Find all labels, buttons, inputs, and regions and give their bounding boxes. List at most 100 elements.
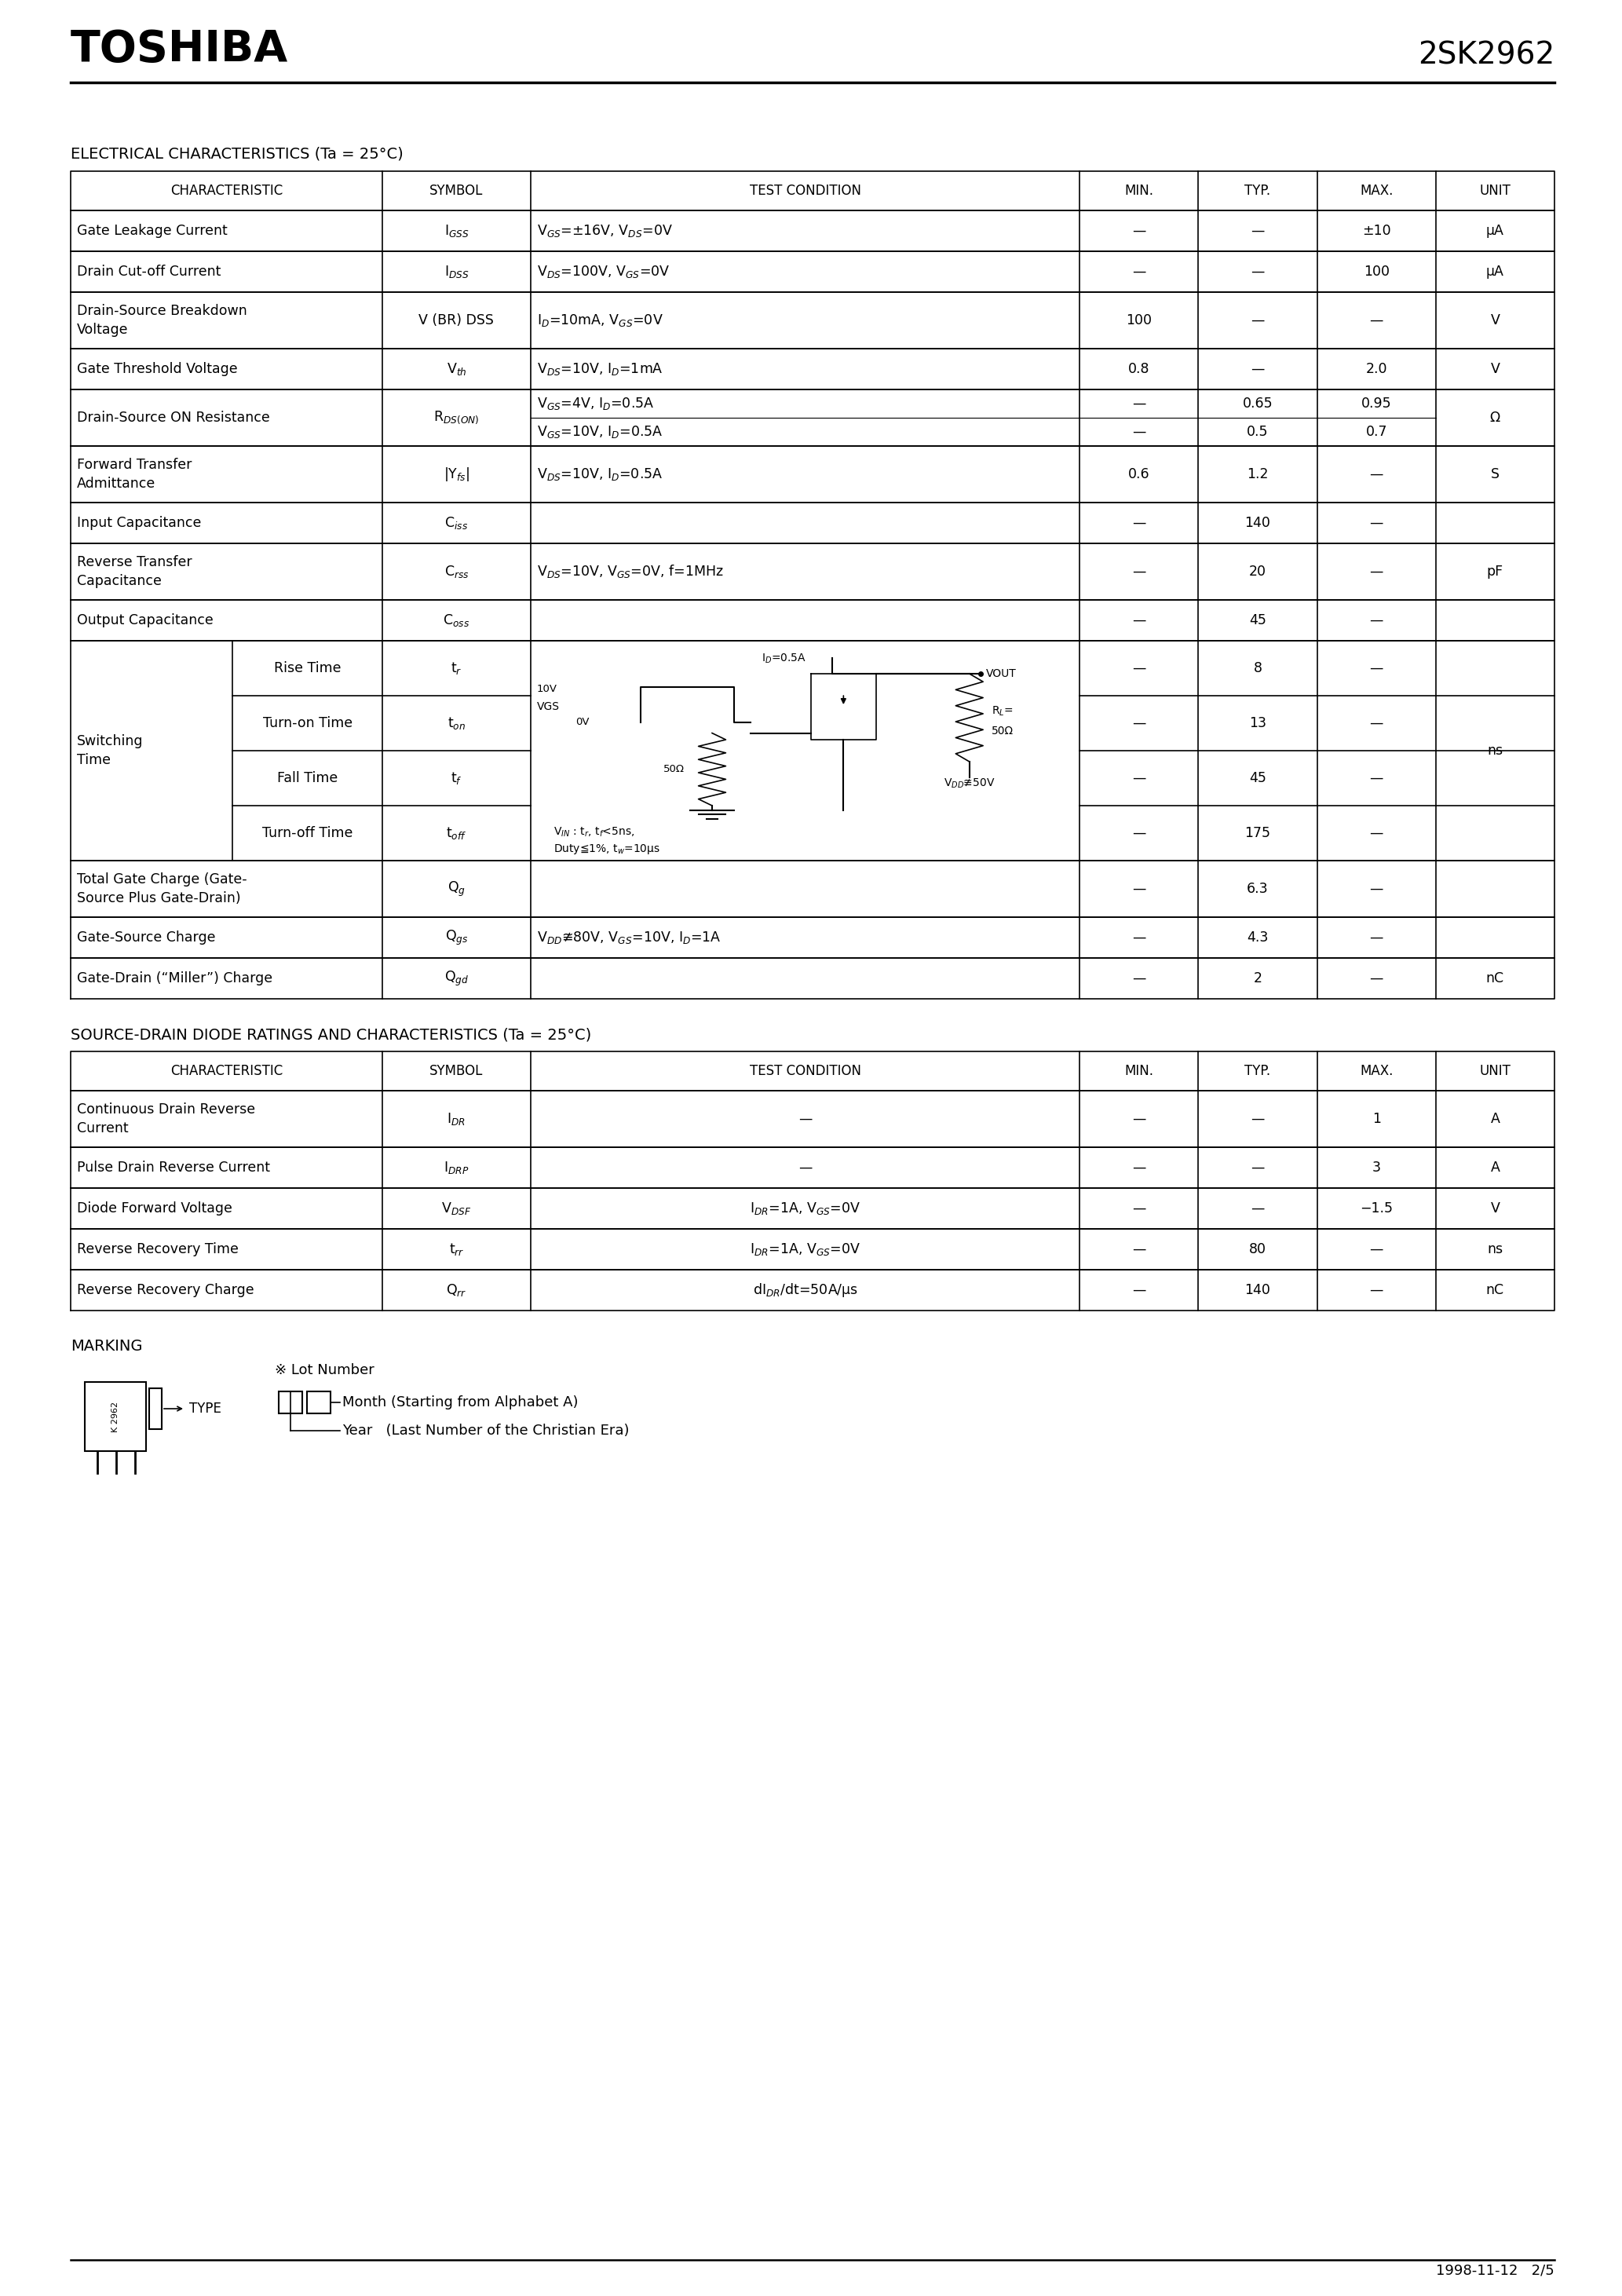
Text: Pulse Drain Reverse Current: Pulse Drain Reverse Current <box>76 1159 271 1176</box>
Text: —: — <box>1369 771 1384 785</box>
Text: —: — <box>1369 716 1384 730</box>
Text: —: — <box>1132 1242 1145 1256</box>
Text: 2.0: 2.0 <box>1366 363 1387 377</box>
Text: t$_{on}$: t$_{on}$ <box>448 716 466 730</box>
Text: TYP.: TYP. <box>1244 184 1270 197</box>
Text: 0.6: 0.6 <box>1129 466 1150 482</box>
Text: V$_{DSF}$: V$_{DSF}$ <box>441 1201 472 1217</box>
Text: Q$_{gd}$: Q$_{gd}$ <box>444 969 469 987</box>
Text: Fall Time: Fall Time <box>277 771 337 785</box>
Text: CHARACTERISTIC: CHARACTERISTIC <box>170 184 282 197</box>
Text: —: — <box>1132 1283 1145 1297</box>
Text: I$_{DSS}$: I$_{DSS}$ <box>444 264 469 280</box>
Text: V$_{IN}$ : t$_{r}$, t$_{f}$<5ns,: V$_{IN}$ : t$_{r}$, t$_{f}$<5ns, <box>553 827 634 838</box>
Text: V$_{GS}$=±16V, V$_{DS}$=0V: V$_{GS}$=±16V, V$_{DS}$=0V <box>537 223 673 239</box>
Text: V$_{DD}$≇80V, V$_{GS}$=10V, I$_{D}$=1A: V$_{DD}$≇80V, V$_{GS}$=10V, I$_{D}$=1A <box>537 930 722 946</box>
Text: TOSHIBA: TOSHIBA <box>71 28 289 71</box>
Text: Gate Threshold Voltage: Gate Threshold Voltage <box>76 363 237 377</box>
Text: I$_{DRP}$: I$_{DRP}$ <box>444 1159 469 1176</box>
Text: t$_{off}$: t$_{off}$ <box>446 824 467 840</box>
Text: ELECTRICAL CHARACTERISTICS (Ta = 25°C): ELECTRICAL CHARACTERISTICS (Ta = 25°C) <box>71 147 404 161</box>
Text: TEST CONDITION: TEST CONDITION <box>749 184 861 197</box>
Text: Switching
Time: Switching Time <box>76 735 143 767</box>
Text: C$_{oss}$: C$_{oss}$ <box>443 613 470 629</box>
Text: 2SK2962: 2SK2962 <box>1418 41 1554 71</box>
Text: —: — <box>1251 223 1265 239</box>
Text: —: — <box>1369 517 1384 530</box>
Text: —: — <box>1132 264 1145 278</box>
Text: 0.8: 0.8 <box>1129 363 1150 377</box>
Text: Q$_{gs}$: Q$_{gs}$ <box>444 928 469 946</box>
Bar <box>307 1391 331 1414</box>
Text: V: V <box>1491 312 1500 328</box>
Text: —: — <box>1132 223 1145 239</box>
Text: 10V: 10V <box>537 684 558 693</box>
Text: 4.3: 4.3 <box>1247 930 1268 944</box>
Text: —: — <box>1251 1159 1265 1176</box>
Text: V$_{GS}$=10V, I$_{D}$=0.5A: V$_{GS}$=10V, I$_{D}$=0.5A <box>537 425 663 441</box>
Text: Reverse Transfer
Capacitance: Reverse Transfer Capacitance <box>76 556 191 588</box>
Text: —: — <box>1369 312 1384 328</box>
Text: Year   (Last Number of the Christian Era): Year (Last Number of the Christian Era) <box>342 1424 629 1437</box>
Text: Forward Transfer
Admittance: Forward Transfer Admittance <box>76 457 191 491</box>
Text: —: — <box>1132 565 1145 579</box>
Text: MAX.: MAX. <box>1359 184 1393 197</box>
Text: S: S <box>1491 466 1499 482</box>
Text: TEST CONDITION: TEST CONDITION <box>749 1063 861 1079</box>
Text: I$_{DR}$=1A, V$_{GS}$=0V: I$_{DR}$=1A, V$_{GS}$=0V <box>749 1201 861 1217</box>
Text: t$_{f}$: t$_{f}$ <box>451 769 462 785</box>
Text: MAX.: MAX. <box>1359 1063 1393 1079</box>
Text: VGS: VGS <box>537 700 560 712</box>
Text: —: — <box>1251 264 1265 278</box>
Text: —: — <box>1369 661 1384 675</box>
Text: Reverse Recovery Time: Reverse Recovery Time <box>76 1242 238 1256</box>
Text: —: — <box>1132 971 1145 985</box>
Text: Total Gate Charge (Gate-
Source Plus Gate-Drain): Total Gate Charge (Gate- Source Plus Gat… <box>76 872 247 905</box>
Text: 0.5: 0.5 <box>1247 425 1268 439</box>
Text: 100: 100 <box>1126 312 1152 328</box>
Text: 1.2: 1.2 <box>1247 466 1268 482</box>
Text: 140: 140 <box>1244 517 1270 530</box>
Text: dI$_{DR}$/dt=50A/μs: dI$_{DR}$/dt=50A/μs <box>753 1281 858 1300</box>
Bar <box>149 1389 162 1428</box>
Text: 80: 80 <box>1249 1242 1267 1256</box>
Text: 3: 3 <box>1372 1159 1380 1176</box>
Text: t$_{r}$: t$_{r}$ <box>451 661 462 675</box>
Text: —: — <box>1369 1283 1384 1297</box>
Text: —: — <box>1132 517 1145 530</box>
Text: 8: 8 <box>1254 661 1262 675</box>
Text: —: — <box>798 1111 813 1125</box>
Text: 1998-11-12   2/5: 1998-11-12 2/5 <box>1435 2264 1554 2278</box>
Text: Duty≦1%, t$_{w}$=10μs: Duty≦1%, t$_{w}$=10μs <box>553 843 660 856</box>
Text: I$_{D}$=10mA, V$_{GS}$=0V: I$_{D}$=10mA, V$_{GS}$=0V <box>537 312 663 328</box>
Text: UNIT: UNIT <box>1479 184 1510 197</box>
Text: 0.65: 0.65 <box>1242 397 1273 411</box>
Text: 100: 100 <box>1364 264 1390 278</box>
Text: —: — <box>1251 363 1265 377</box>
Text: C$_{iss}$: C$_{iss}$ <box>444 514 469 530</box>
Text: —: — <box>1132 827 1145 840</box>
Bar <box>84 1382 146 1451</box>
Text: I$_{GSS}$: I$_{GSS}$ <box>444 223 469 239</box>
Text: V$_{DS}$=10V, I$_{D}$=1mA: V$_{DS}$=10V, I$_{D}$=1mA <box>537 360 663 377</box>
Text: C$_{rss}$: C$_{rss}$ <box>444 565 469 579</box>
Text: ※ Lot Number: ※ Lot Number <box>274 1364 375 1378</box>
Text: CHARACTERISTIC: CHARACTERISTIC <box>170 1063 282 1079</box>
Text: 13: 13 <box>1249 716 1267 730</box>
Text: —: — <box>1132 771 1145 785</box>
Text: —: — <box>798 1159 813 1176</box>
Text: 50Ω: 50Ω <box>663 765 684 774</box>
Text: Drain-Source Breakdown
Voltage: Drain-Source Breakdown Voltage <box>76 303 247 338</box>
Text: Diode Forward Voltage: Diode Forward Voltage <box>76 1201 232 1215</box>
Text: —: — <box>1132 397 1145 411</box>
Text: Output Capacitance: Output Capacitance <box>76 613 214 627</box>
Text: —: — <box>1132 613 1145 627</box>
Text: —: — <box>1369 882 1384 895</box>
Text: nC: nC <box>1486 971 1504 985</box>
Text: Month (Starting from Alphabet A): Month (Starting from Alphabet A) <box>342 1396 577 1410</box>
Text: V (BR) DSS: V (BR) DSS <box>418 312 495 328</box>
Bar <box>532 641 1079 859</box>
Text: V$_{GS}$=4V, I$_{D}$=0.5A: V$_{GS}$=4V, I$_{D}$=0.5A <box>537 395 654 411</box>
Text: —: — <box>1369 613 1384 627</box>
Text: pF: pF <box>1487 565 1504 579</box>
